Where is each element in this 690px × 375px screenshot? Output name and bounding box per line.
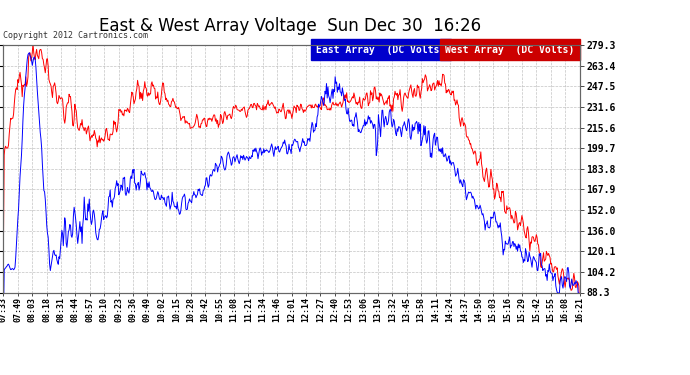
Text: Copyright 2012 Cartronics.com: Copyright 2012 Cartronics.com (3, 31, 148, 40)
Text: East & West Array Voltage  Sun Dec 30  16:26: East & West Array Voltage Sun Dec 30 16:… (99, 17, 481, 35)
Legend: East Array  (DC Volts), West Array  (DC Volts): East Array (DC Volts), West Array (DC Vo… (316, 45, 575, 55)
